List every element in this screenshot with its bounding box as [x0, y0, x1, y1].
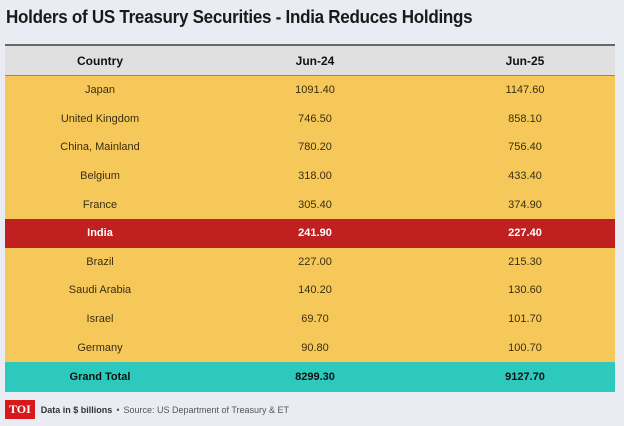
header-jun24: Jun-24 — [195, 44, 435, 76]
table-row: Saudi Arabia 140.20 130.60 — [5, 276, 615, 305]
jun25-cell: 215.30 — [435, 247, 615, 277]
page-title: Holders of US Treasury Securities - Indi… — [6, 6, 473, 27]
jun24-cell: 90.80 — [195, 333, 435, 362]
jun24-cell: 8299.30 — [195, 361, 435, 392]
table-row: France 305.40 374.90 — [5, 190, 615, 219]
table-row: China, Mainland 780.20 756.40 — [5, 133, 615, 162]
table-row-total: Grand Total 8299.30 9127.70 — [5, 361, 615, 392]
table-row: Belgium 318.00 433.40 — [5, 161, 615, 191]
jun24-cell: 305.40 — [195, 190, 435, 219]
jun25-cell: 100.70 — [435, 333, 615, 362]
jun25-cell: 227.40 — [435, 218, 615, 248]
table-row: Japan 1091.40 1147.60 — [5, 75, 615, 105]
jun25-cell: 433.40 — [435, 161, 615, 191]
country-cell: Saudi Arabia — [5, 276, 195, 305]
country-cell: Germany — [5, 333, 195, 362]
jun24-cell: 241.90 — [195, 218, 435, 248]
jun24-cell: 780.20 — [195, 133, 435, 162]
jun25-cell: 756.40 — [435, 133, 615, 162]
footer: TOI Data in $ billions • Source: US Depa… — [5, 400, 289, 419]
country-cell: Brazil — [5, 247, 195, 277]
table-row-highlighted: India 241.90 227.40 — [5, 218, 615, 248]
jun25-cell: 1147.60 — [435, 75, 615, 105]
jun24-cell: 746.50 — [195, 104, 435, 134]
separator: • — [116, 404, 120, 415]
jun25-cell: 130.60 — [435, 276, 615, 305]
header-jun25: Jun-25 — [435, 44, 615, 76]
units-note: Data in $ billions — [40, 404, 113, 415]
jun25-cell: 858.10 — [435, 104, 615, 134]
jun24-cell: 227.00 — [195, 247, 435, 277]
holdings-table: Country Jun-24 Jun-25 Japan 1091.40 1147.6… — [5, 44, 615, 392]
jun24-cell: 318.00 — [195, 161, 435, 191]
country-cell: Israel — [5, 304, 195, 334]
jun25-cell: 101.70 — [435, 304, 615, 334]
country-cell: Belgium — [5, 161, 195, 191]
country-cell: India — [5, 218, 195, 248]
jun25-cell: 9127.70 — [435, 361, 615, 392]
toi-logo: TOI — [5, 400, 35, 419]
table-header-row: Country Jun-24 Jun-25 — [5, 44, 615, 76]
table-row: United Kingdom 746.50 858.10 — [5, 104, 615, 134]
country-cell: United Kingdom — [5, 104, 195, 134]
table-row: Brazil 227.00 215.30 — [5, 247, 615, 277]
jun24-cell: 69.70 — [195, 304, 435, 334]
jun24-cell: 140.20 — [195, 276, 435, 305]
table-row: Germany 90.80 100.70 — [5, 333, 615, 362]
source-note: Source: US Department of Treasury & ET — [123, 404, 290, 415]
country-cell: Grand Total — [5, 361, 195, 392]
jun24-cell: 1091.40 — [195, 75, 435, 105]
country-cell: China, Mainland — [5, 133, 195, 162]
header-country: Country — [5, 44, 195, 76]
table-row: Israel 69.70 101.70 — [5, 304, 615, 334]
jun25-cell: 374.90 — [435, 190, 615, 219]
country-cell: Japan — [5, 75, 195, 105]
country-cell: France — [5, 190, 195, 219]
